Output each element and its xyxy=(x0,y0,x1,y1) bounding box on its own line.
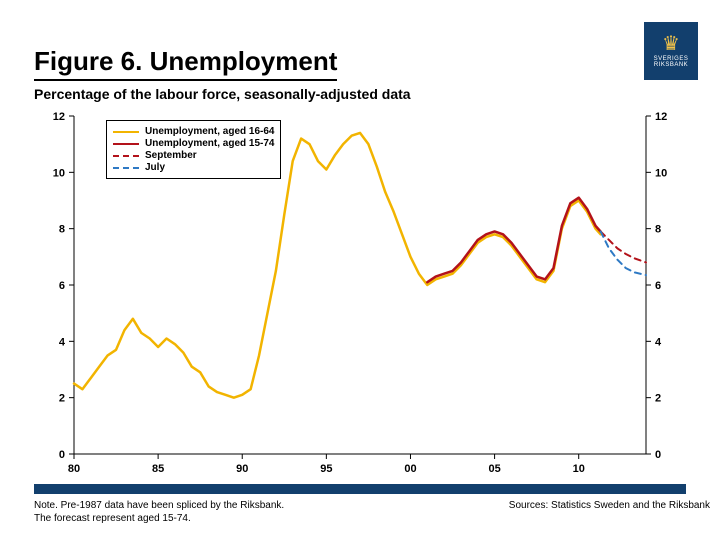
svg-text:80: 80 xyxy=(68,463,80,475)
riksbank-logo: ♛ SVERIGES RIKSBANK xyxy=(644,22,698,80)
legend-item: July xyxy=(113,162,274,173)
legend-label: Unemployment, aged 16-64 xyxy=(145,126,274,137)
legend-label: September xyxy=(145,150,197,161)
svg-text:8: 8 xyxy=(655,224,661,236)
figure-title: Figure 6. Unemployment xyxy=(34,46,337,81)
figure-subtitle: Percentage of the labour force, seasonal… xyxy=(34,86,411,102)
legend-item: September xyxy=(113,150,274,161)
svg-text:0: 0 xyxy=(655,449,661,461)
legend-label: July xyxy=(145,162,165,173)
unemployment-chart: 00224466881010121280859095000510 Unemplo… xyxy=(34,108,686,480)
svg-text:2: 2 xyxy=(655,393,661,405)
svg-text:90: 90 xyxy=(236,463,248,475)
svg-text:10: 10 xyxy=(573,463,585,475)
chart-legend: Unemployment, aged 16-64Unemployment, ag… xyxy=(106,120,281,179)
legend-swatch xyxy=(113,143,139,145)
crown-icon: ♛ xyxy=(662,34,680,54)
svg-text:85: 85 xyxy=(152,463,164,475)
figure-note: Note. Pre-1987 data have been spliced by… xyxy=(34,500,284,525)
svg-text:95: 95 xyxy=(320,463,332,475)
svg-text:6: 6 xyxy=(59,280,65,292)
svg-text:8: 8 xyxy=(59,224,65,236)
svg-text:10: 10 xyxy=(655,167,667,179)
legend-item: Unemployment, aged 15-74 xyxy=(113,138,274,149)
legend-label: Unemployment, aged 15-74 xyxy=(145,138,274,149)
svg-text:6: 6 xyxy=(655,280,661,292)
svg-text:4: 4 xyxy=(655,336,662,348)
svg-text:0: 0 xyxy=(59,449,65,461)
svg-text:2: 2 xyxy=(59,393,65,405)
logo-org-bottom: RIKSBANK xyxy=(654,62,688,68)
svg-text:4: 4 xyxy=(59,336,66,348)
figure-sources: Sources: Statistics Sweden and the Riksb… xyxy=(509,500,710,511)
note-line-2: The forecast represent aged 15-74. xyxy=(34,513,191,524)
note-line-1: Note. Pre-1987 data have been spliced by… xyxy=(34,500,284,511)
legend-item: Unemployment, aged 16-64 xyxy=(113,126,274,137)
legend-swatch xyxy=(113,131,139,133)
svg-text:00: 00 xyxy=(404,463,416,475)
svg-text:10: 10 xyxy=(53,167,65,179)
legend-swatch xyxy=(113,167,139,169)
svg-text:12: 12 xyxy=(53,111,65,123)
svg-text:12: 12 xyxy=(655,111,667,123)
legend-swatch xyxy=(113,155,139,157)
svg-text:05: 05 xyxy=(488,463,500,475)
footer-bar xyxy=(34,484,686,494)
